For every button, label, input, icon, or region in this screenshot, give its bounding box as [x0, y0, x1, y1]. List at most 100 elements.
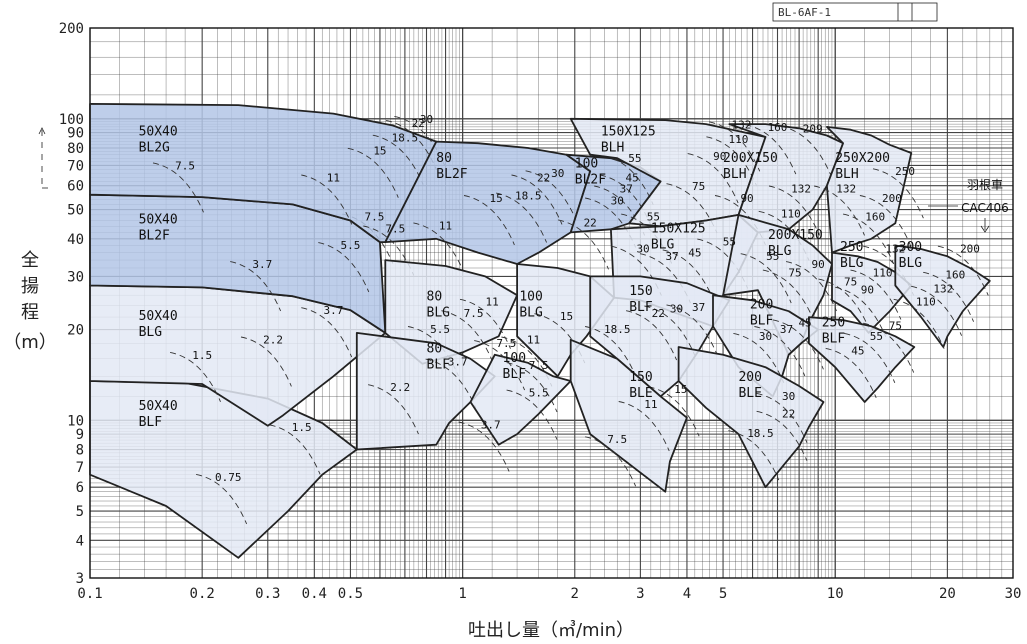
region-label: 150X125: [651, 221, 706, 236]
power-curve: [152, 162, 204, 213]
region-label: BLF: [750, 313, 774, 328]
y-tick-label: 30: [67, 269, 84, 285]
region-150-ble: [569, 338, 688, 493]
power-curve: [230, 261, 282, 312]
power-label: 0.75: [215, 471, 242, 484]
y-axis-title-char-1: 全: [21, 250, 39, 271]
region-label: 50X40: [139, 212, 178, 227]
region-100-blf: [469, 353, 572, 446]
power-curve: [618, 401, 670, 452]
power-label: 7.5: [529, 359, 549, 372]
power-label: 1.5: [192, 349, 212, 362]
power-label: 37: [620, 182, 633, 195]
power-curve: [525, 170, 577, 221]
region-label: BLF: [629, 300, 653, 315]
impeller-annotation: 羽根車 CAC406: [928, 178, 1009, 233]
power-label: 45: [688, 246, 701, 259]
region-label: 250X200: [835, 151, 890, 166]
region-250-blg: [831, 251, 913, 334]
x-tick-label: 0.3: [255, 586, 280, 602]
power-curve: [780, 125, 832, 176]
power-label: 200: [882, 192, 902, 205]
power-label: 132: [933, 283, 953, 296]
region-label: BLF: [503, 367, 527, 382]
y-tick-label: 90: [67, 126, 84, 142]
x-tick-label: 20: [939, 586, 956, 602]
region-label: 200X150: [768, 228, 823, 243]
power-label: 160: [768, 121, 788, 134]
power-curve: [768, 185, 820, 236]
region-label: 80: [427, 289, 443, 304]
power-label: 55: [766, 250, 779, 263]
region-label: 50X40: [139, 399, 178, 414]
power-curve: [740, 253, 792, 304]
region-200x150-blh: [728, 123, 844, 234]
power-label: 55: [870, 330, 883, 343]
region-label: 250: [840, 240, 863, 255]
region-250x200-blh: [826, 126, 913, 254]
power-label: 3.7: [448, 355, 468, 368]
power-label: 45: [851, 345, 864, 358]
code-box-text: BL-6AF-1: [778, 6, 831, 19]
power-label: 75: [889, 320, 902, 333]
power-label: 30: [670, 302, 683, 315]
x-tick-label: 5: [719, 586, 727, 602]
power-curve: [506, 389, 558, 440]
power-label: 18.5: [747, 427, 774, 440]
region-label: BLG: [139, 325, 163, 340]
power-label: 55: [723, 235, 736, 248]
power-label: 5.5: [341, 239, 361, 252]
region-label: 200X150: [723, 151, 778, 166]
power-label: 18.5: [604, 323, 631, 336]
power-label: 22: [584, 216, 597, 229]
power-curve: [506, 362, 558, 413]
power-label: 15: [560, 310, 573, 323]
power-label: 75: [844, 275, 857, 288]
region-label: 50X40: [139, 125, 178, 140]
power-curve: [558, 219, 609, 270]
power-curve: [893, 298, 945, 349]
power-curve: [762, 269, 814, 320]
power-label: 2.2: [263, 333, 283, 346]
power-label: 30: [611, 194, 624, 207]
y-tick-label: 3: [76, 571, 84, 587]
power-label: 18.5: [515, 189, 542, 202]
power-curve: [585, 436, 637, 487]
power-label: 30: [782, 390, 795, 403]
power-curve: [859, 195, 911, 246]
power-label: 3.7: [323, 304, 343, 317]
power-curve: [441, 310, 493, 361]
y-tick-label: 70: [67, 158, 84, 174]
power-curve: [347, 147, 399, 198]
power-label: 110: [781, 208, 801, 221]
power-label: 30: [759, 330, 772, 343]
region-label: BLG: [899, 256, 923, 271]
y-tick-label: 6: [76, 480, 84, 496]
power-curve: [687, 153, 739, 204]
x-tick-label: 0.2: [190, 586, 215, 602]
y-axis-title-char-3: 程: [21, 302, 39, 323]
power-label: 22: [782, 408, 795, 421]
power-label: 132: [885, 243, 905, 256]
power-label: 15: [674, 383, 687, 396]
power-label: 160: [865, 210, 885, 223]
power-curve: [368, 384, 419, 435]
region-label: 100: [519, 289, 542, 304]
power-label: 7.5: [175, 159, 195, 172]
power-label: 7.5: [365, 210, 385, 223]
region-label: 300: [899, 240, 922, 255]
power-curve: [728, 430, 780, 481]
labels: 50X40BLF0.751.550X40BLG1.52.23.750X40BL2…: [139, 113, 980, 484]
power-label: 45: [798, 316, 811, 329]
power-label: 37: [780, 323, 793, 336]
power-curve: [863, 322, 915, 373]
power-curve: [463, 195, 515, 246]
region-label: BL2F: [139, 228, 170, 243]
x-tick-label: 0.5: [338, 586, 363, 602]
x-tick-label: 2: [571, 586, 579, 602]
power-curve: [818, 278, 870, 329]
power-curve: [301, 307, 353, 358]
power-curve: [301, 174, 353, 225]
power-label: 55: [628, 152, 641, 165]
